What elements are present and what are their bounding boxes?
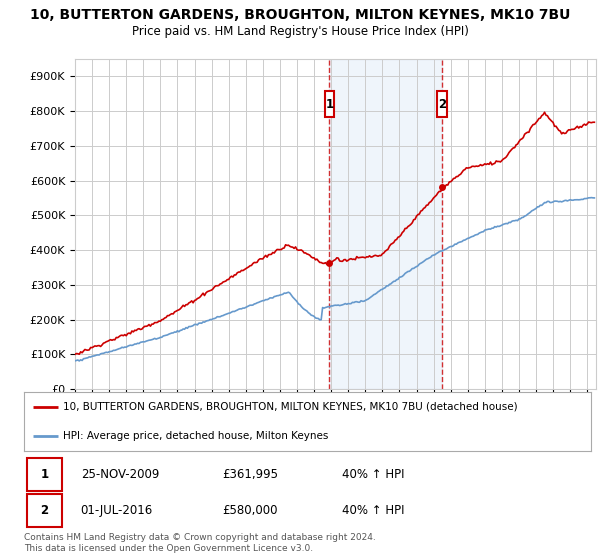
Bar: [329, 59, 442, 389]
Text: HPI: Average price, detached house, Milton Keynes: HPI: Average price, detached house, Milt…: [62, 431, 328, 441]
Text: £361,995: £361,995: [223, 468, 278, 481]
Text: Price paid vs. HM Land Registry's House Price Index (HPI): Price paid vs. HM Land Registry's House …: [131, 25, 469, 38]
Text: Contains HM Land Registry data © Crown copyright and database right 2024.
This d: Contains HM Land Registry data © Crown c…: [24, 533, 376, 553]
Text: 2: 2: [438, 97, 446, 110]
Text: 1: 1: [325, 97, 334, 110]
Text: 10, BUTTERTON GARDENS, BROUGHTON, MILTON KEYNES, MK10 7BU (detached house): 10, BUTTERTON GARDENS, BROUGHTON, MILTON…: [62, 402, 517, 412]
Text: 01-JUL-2016: 01-JUL-2016: [80, 504, 153, 517]
Text: £580,000: £580,000: [223, 504, 278, 517]
Text: 1: 1: [40, 468, 49, 481]
Text: 40% ↑ HPI: 40% ↑ HPI: [341, 504, 404, 517]
Text: 25-NOV-2009: 25-NOV-2009: [80, 468, 159, 481]
Text: 2: 2: [40, 504, 49, 517]
FancyBboxPatch shape: [27, 494, 62, 527]
FancyBboxPatch shape: [437, 91, 447, 117]
Text: 40% ↑ HPI: 40% ↑ HPI: [341, 468, 404, 481]
FancyBboxPatch shape: [325, 91, 334, 117]
FancyBboxPatch shape: [27, 458, 62, 492]
Text: 10, BUTTERTON GARDENS, BROUGHTON, MILTON KEYNES, MK10 7BU: 10, BUTTERTON GARDENS, BROUGHTON, MILTON…: [30, 8, 570, 22]
